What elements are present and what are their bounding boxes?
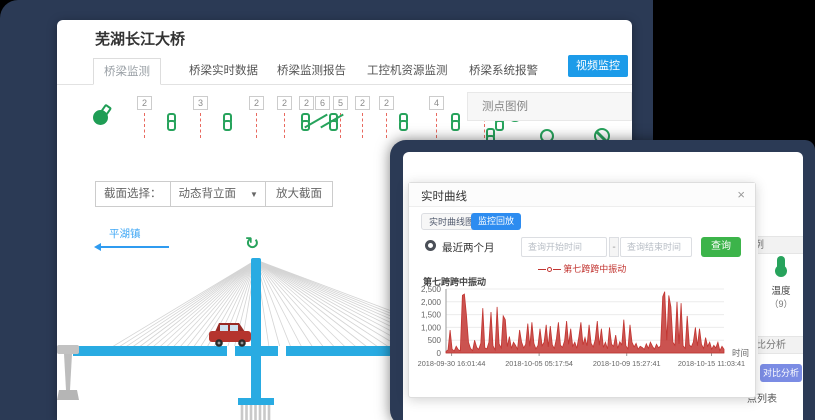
last-two-months-radio[interactable] — [425, 240, 436, 251]
bridge-schematic — [57, 258, 629, 420]
chevron-down-icon: ▼ — [250, 190, 258, 199]
section-select-group: 截面选择： 动态背立面 ▼ — [95, 181, 267, 207]
left-arrow-icon — [94, 243, 169, 251]
date-range-separator: - — [609, 237, 619, 257]
weight-sensor-icon[interactable] — [93, 110, 108, 125]
tab-bridge-monitoring[interactable]: 桥梁监测 — [93, 58, 161, 85]
chain-link-sensor-icon[interactable] — [167, 113, 176, 131]
popup-compare-section-header: 对比分析 — [758, 336, 803, 354]
page-title: 芜湖长江大桥 — [95, 31, 186, 48]
chart-legend[interactable]: 第七跨跨中振动 — [409, 262, 755, 275]
tab-monitoring-report[interactable]: 桥梁监测报告 — [277, 65, 346, 77]
svg-text:2018-10-09 15:27:41: 2018-10-09 15:27:41 — [593, 359, 661, 368]
sensor-dash-line — [284, 113, 285, 138]
sensor-dash-line — [362, 113, 363, 138]
legend-marker-circle — [546, 267, 552, 273]
svg-text:2,500: 2,500 — [421, 285, 442, 294]
svg-text:0: 0 — [437, 349, 442, 358]
left-pier-cap — [57, 345, 79, 354]
left-pier-base — [57, 390, 79, 400]
main-tabbar: 桥梁监测 桥梁实时数据 桥梁监测报告 工控机资源监测 桥梁系统报警 视频监控 — [57, 55, 632, 85]
temperature-count: （9） — [769, 299, 793, 309]
query-end-time-input[interactable] — [620, 237, 692, 257]
svg-text:500: 500 — [428, 336, 442, 345]
pylon-piles — [240, 405, 271, 420]
car-illustration — [209, 323, 251, 347]
radio-label: 最近两个月 — [442, 242, 495, 254]
rotation-sensor-icon[interactable]: ↻ — [245, 234, 260, 253]
svg-text:时间: 时间 — [732, 348, 749, 358]
svg-text:1,000: 1,000 — [421, 323, 442, 332]
section-dropdown[interactable]: 动态背立面 ▼ — [178, 188, 258, 200]
sensor-dash-line — [386, 113, 387, 138]
chain-link-sensor-icon[interactable] — [451, 113, 460, 131]
close-icon[interactable]: × — [737, 187, 745, 202]
sensor-count-badge[interactable]: 2 — [355, 96, 370, 110]
vibration-chart: 0 500 1,000 1,500 2,000 2,500 2018-09-30 16:01… — [418, 285, 749, 368]
section-select-label: 截面选择： — [96, 182, 171, 206]
deck-joint — [227, 346, 235, 356]
sensor-count-badge[interactable]: 6 — [315, 96, 330, 110]
tab-ipc-resource[interactable]: 工控机资源监测 — [367, 65, 448, 77]
query-button[interactable]: 查询 — [701, 237, 741, 257]
chain-link-sensor-icon[interactable] — [329, 113, 338, 131]
sensor-count-badge[interactable]: 2 — [249, 96, 264, 110]
video-monitor-button[interactable]: 视频监控 — [568, 55, 628, 77]
chain-link-sensor-icon[interactable] — [301, 113, 310, 131]
bridge-pylon — [251, 258, 261, 400]
svg-text:2018-10-15 11:03:41: 2018-10-15 11:03:41 — [678, 359, 745, 368]
compare-analysis-button[interactable]: 对比分析 — [760, 364, 802, 382]
query-start-time-input[interactable] — [521, 237, 607, 257]
pylon-pier-cap — [238, 398, 274, 405]
legend-marker — [552, 268, 561, 271]
tab-monitor-playback[interactable]: 监控回放 — [471, 213, 522, 230]
sensor-count-badge[interactable]: 3 — [193, 96, 208, 110]
sensor-count-badge[interactable]: 2 — [379, 96, 394, 110]
thermometer-icon — [775, 256, 787, 277]
chart-y-axis-title: 第七跨跨中振动 — [423, 277, 487, 287]
deck-joint — [278, 346, 286, 356]
sensor-dash-line — [200, 113, 201, 138]
sensor-dash-line — [256, 113, 257, 138]
tab-system-alarm[interactable]: 桥梁系统报警 — [469, 65, 538, 77]
sensor-dash-line — [144, 113, 145, 138]
svg-text:2018-09-30 16:01:44: 2018-09-30 16:01:44 — [418, 359, 486, 368]
dialog-title: 实时曲线 — [421, 191, 467, 203]
enlarge-section-button[interactable]: 放大截面 — [265, 181, 333, 207]
sensor-dash-line — [340, 113, 341, 138]
sensor-count-badge[interactable]: 2 — [137, 96, 152, 110]
sensor-count-badge[interactable]: 4 — [429, 96, 444, 110]
temperature-widget[interactable]: 温度 （9） — [763, 256, 799, 310]
dialog-header: 实时曲线 × — [409, 183, 755, 207]
sensor-count-badge[interactable]: 2 — [277, 96, 292, 110]
temperature-label: 温度 — [771, 286, 791, 297]
bridge-deck — [73, 346, 629, 356]
location-label: 平湖镇 — [109, 228, 141, 240]
sensor-dash-line — [436, 113, 437, 138]
svg-text:1,500: 1,500 — [421, 311, 442, 320]
chain-link-sensor-icon[interactable] — [223, 113, 232, 131]
svg-text:2,000: 2,000 — [421, 298, 442, 307]
point-list-label: 测点列表 — [747, 394, 777, 405]
chain-link-sensor-icon[interactable] — [399, 113, 408, 131]
svg-text:2018-10-05 05:17:54: 2018-10-05 05:17:54 — [505, 359, 573, 368]
popup-legend-panel-header: 测点图例 — [758, 236, 803, 254]
sensor-count-badge[interactable]: 5 — [333, 96, 348, 110]
legend-panel-header: 测点图例 — [467, 92, 632, 121]
realtime-curve-dialog: 实时曲线 × 实时曲线图 监控回放 最近两个月 - 查询 第七跨跨中振动 第七跨… — [408, 182, 756, 398]
sensor-count-badge[interactable]: 2 — [299, 96, 314, 110]
sensor-dash-line — [484, 113, 485, 138]
legend-marker — [537, 268, 546, 271]
left-pier-stem — [64, 354, 72, 390]
tab-realtime-data[interactable]: 桥梁实时数据 — [189, 65, 258, 77]
